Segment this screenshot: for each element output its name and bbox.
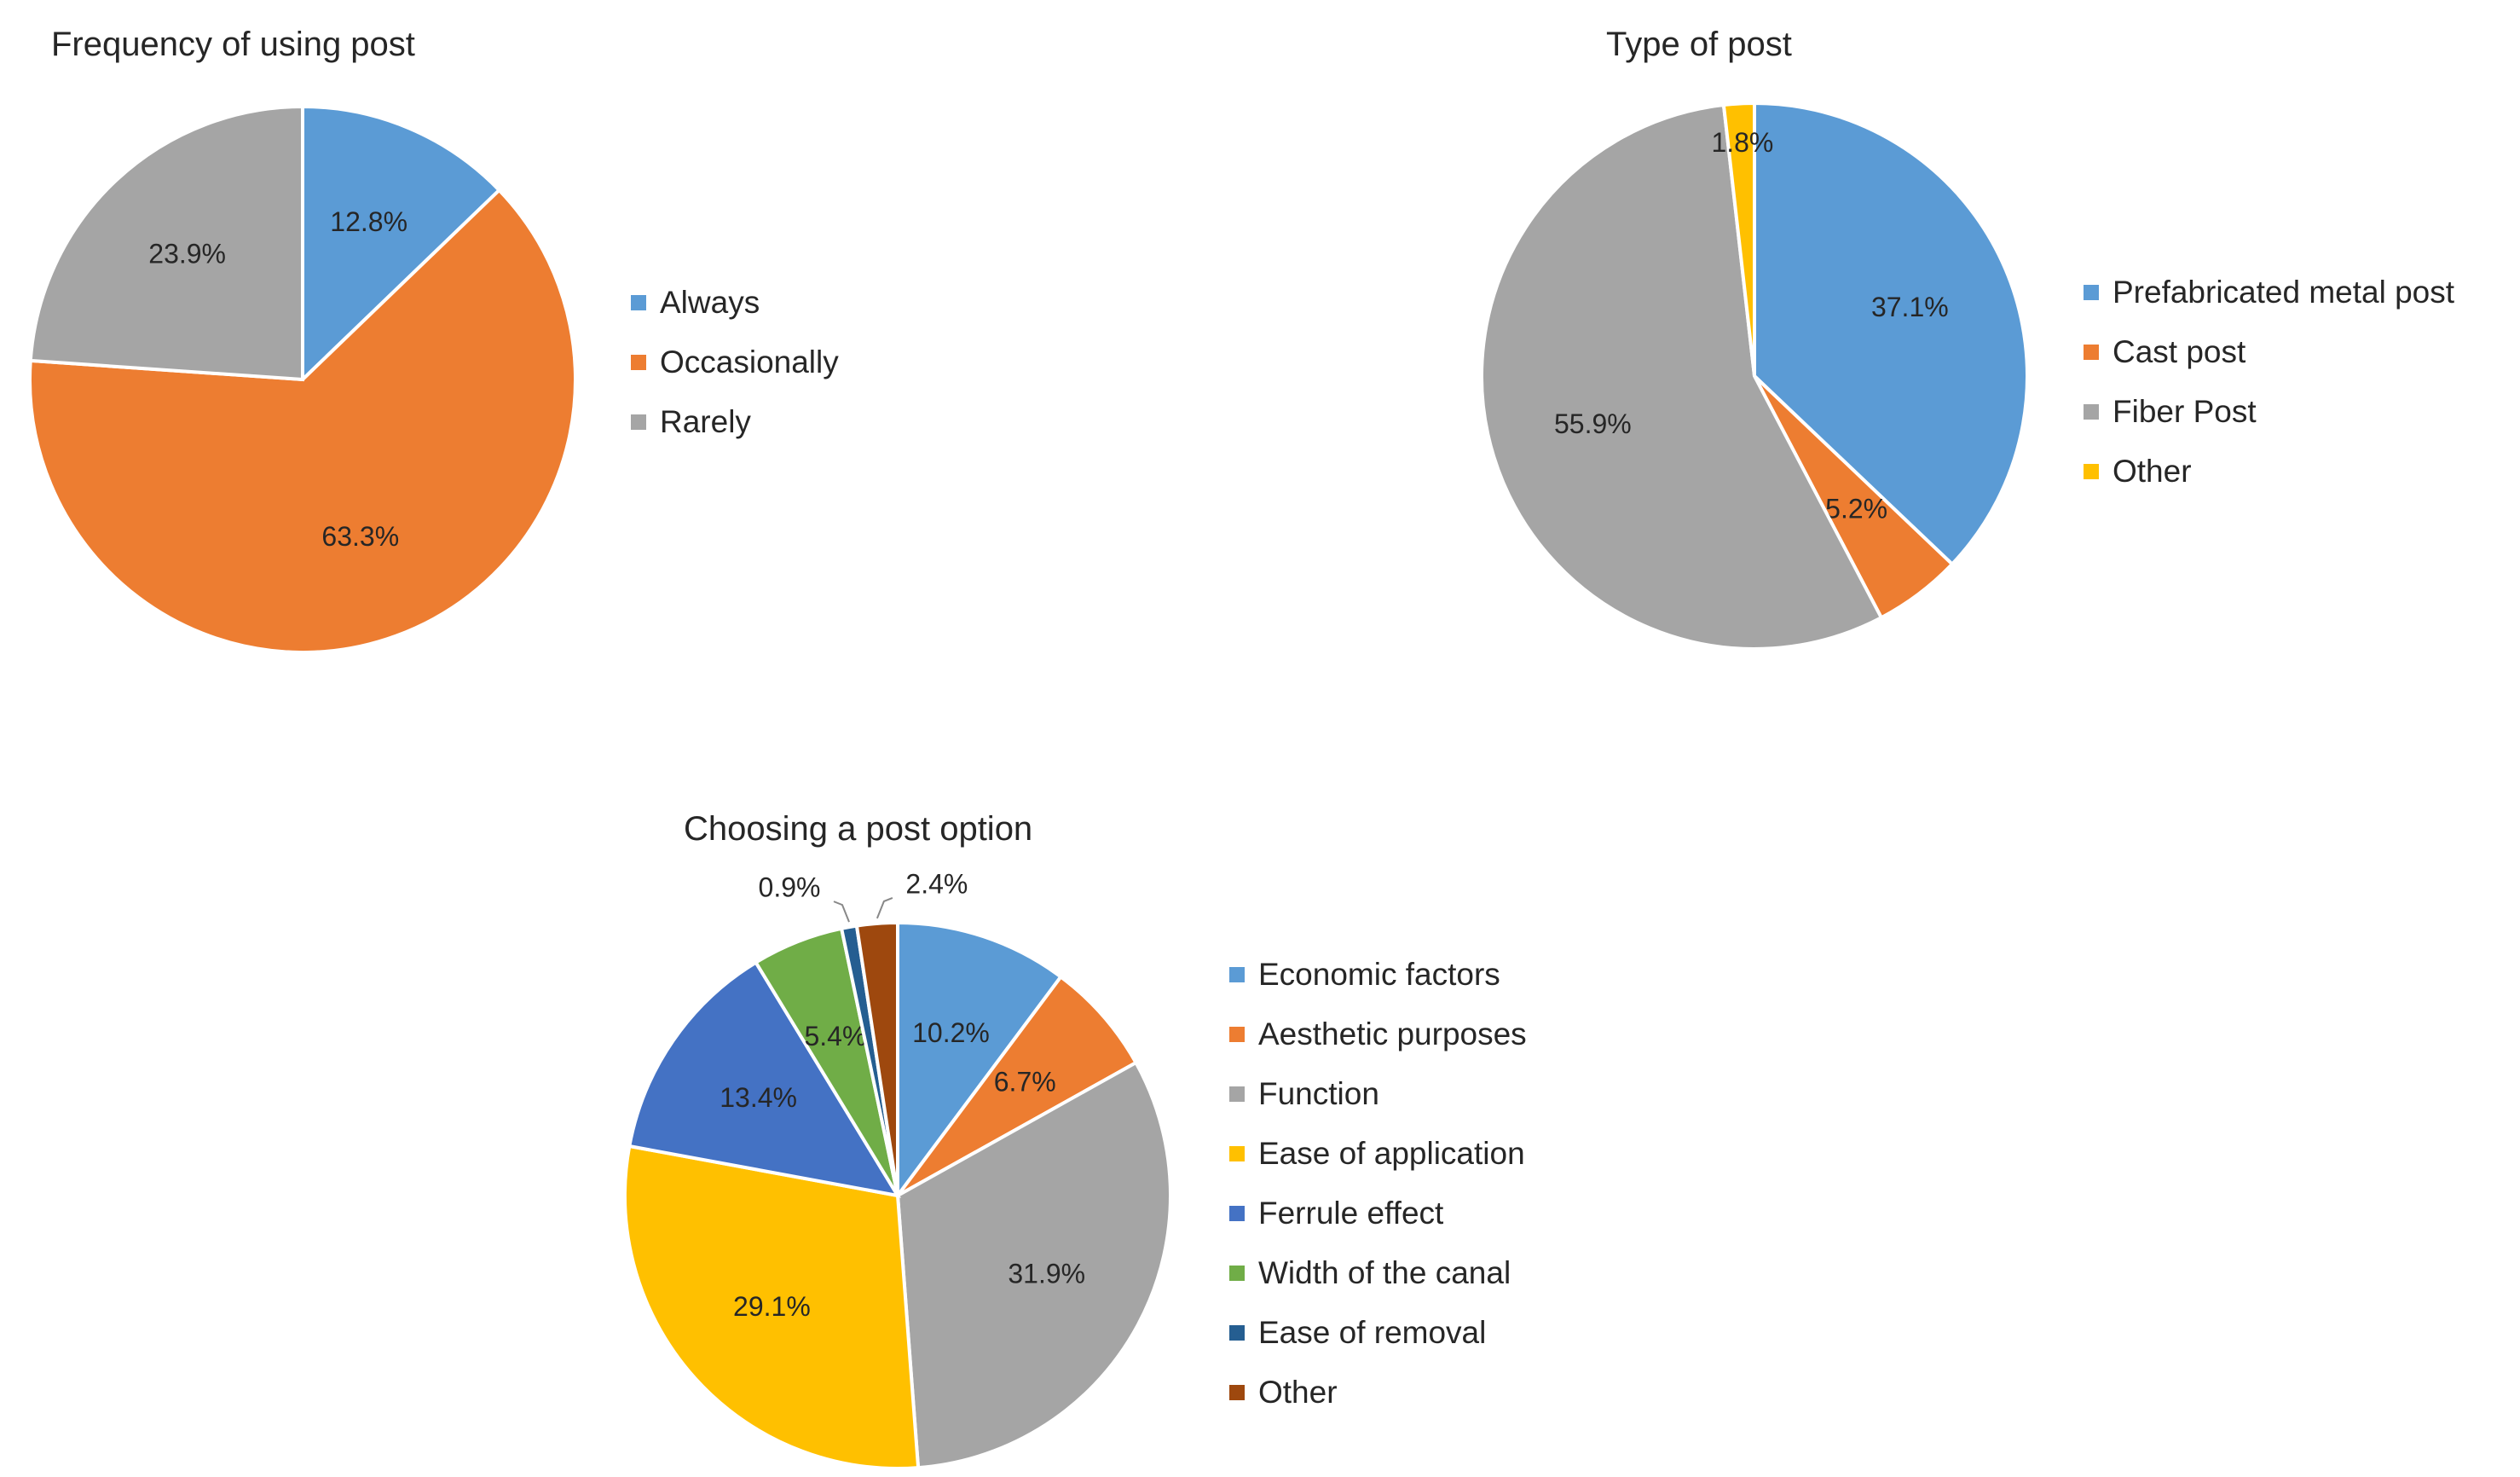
legend-swatch [2084, 464, 2099, 479]
legend-label: Other [1258, 1375, 1338, 1410]
pie-slice-other [854, 920, 899, 1196]
pie-slice-ease-of-application [623, 1144, 921, 1470]
legend-label: Aesthetic purposes [1258, 1017, 1527, 1051]
legend-swatch [1229, 1206, 1245, 1221]
pie-slice-function [895, 1060, 1172, 1470]
legend-item: Aesthetic purposes [1229, 1005, 1527, 1064]
pie-type: 37.1% 5.2% 55.9% 1.8% [1480, 101, 2029, 651]
legend-swatch [1229, 1325, 1245, 1341]
legend-swatch [2084, 345, 2099, 360]
legend-item: Prefabricated metal post [2084, 263, 2454, 322]
legend-label: Cast post [2113, 334, 2246, 369]
legend-swatch [1229, 1266, 1245, 1281]
legend-item: Other [2084, 442, 2454, 501]
legend: Prefabricated metal post Cast post Fiber P… [2084, 263, 2454, 501]
legend-swatch [2084, 285, 2099, 300]
data-label: 55.9% [1554, 408, 1632, 439]
chart-choosing: Choosing a post option 10.2% 6.7% 31.9% 29.… [512, 767, 1705, 1477]
pie-slice-occasionally [28, 188, 577, 654]
data-label: 1.8% [1711, 127, 1773, 158]
data-label: 23.9% [148, 238, 226, 269]
pie-slice-aesthetic-purposes [896, 974, 1139, 1197]
legend-swatch [1229, 967, 1245, 982]
chart-title: Frequency of using post [51, 26, 415, 63]
pie-slice-prefabricated-metal-post [1753, 101, 2029, 567]
legend-item: Occasionally [631, 333, 839, 392]
legend-item: Ease of removal [1229, 1303, 1527, 1363]
legend-item: Rarely [631, 392, 839, 452]
legend: Always Occasionally Rarely [631, 273, 839, 452]
legend-item: Ferrule effect [1229, 1184, 1527, 1243]
legend-item: Function [1229, 1064, 1527, 1124]
pie-slice-always [301, 104, 502, 384]
legend-item: Economic factors [1229, 945, 1527, 1005]
legend-label: Ease of removal [1258, 1315, 1487, 1350]
legend-item: Cast post [2084, 322, 2454, 382]
leader-line [876, 896, 893, 919]
data-label: 10.2% [912, 1017, 990, 1048]
legend-swatch [1229, 1086, 1245, 1102]
leader-line [833, 901, 850, 923]
data-label: 2.4% [905, 868, 968, 899]
legend-item: Ease of application [1229, 1124, 1527, 1184]
legend-label: Always [660, 285, 760, 320]
legend-label: Fiber Post [2113, 394, 2257, 429]
data-label: 13.4% [720, 1082, 797, 1113]
data-label: 31.9% [1008, 1258, 1085, 1289]
legend-item: Other [1229, 1363, 1527, 1422]
legend-item: Fiber Post [2084, 382, 2454, 442]
legend-swatch [631, 414, 646, 430]
chart-type: Type of post 37.1% 5.2% 55.9% 1.8% Prefabri… [1364, 0, 2520, 682]
legend-item: Always [631, 273, 839, 333]
data-label: 6.7% [994, 1067, 1056, 1098]
chart-frequency: Frequency of using post 12.8% 63.3% 23.9% … [0, 0, 1023, 682]
legend-label: Width of the canal [1258, 1255, 1511, 1290]
legend-label: Economic factors [1258, 957, 1500, 992]
pie-choosing: 10.2%6.7% 31.9% 29.1% 13.4% 5.4% 0.9% 2.4% [623, 868, 1172, 1470]
pie-slice-fiber-post [1480, 102, 1884, 651]
legend-swatch [631, 355, 646, 370]
pie-frequency: 12.8% 63.3% 23.9% [28, 104, 577, 654]
legend-label: Ferrule effect [1258, 1196, 1444, 1231]
legend-label: Occasionally [660, 345, 839, 379]
legend-item: Width of the canal [1229, 1243, 1527, 1303]
data-label: 37.1% [1871, 292, 1949, 322]
data-label: 29.1% [733, 1291, 811, 1322]
legend-swatch [1229, 1385, 1245, 1400]
legend: Economic factors Aesthetic purposes Functi… [1229, 945, 1527, 1422]
chart-title: Choosing a post option [684, 810, 1033, 848]
legend-swatch [2084, 404, 2099, 420]
legend-label: Function [1258, 1076, 1379, 1111]
legend-label: Prefabricated metal post [2113, 275, 2455, 310]
pie-slice-rarely [28, 104, 304, 382]
legend-swatch [1229, 1027, 1245, 1042]
data-label: 12.8% [330, 206, 407, 237]
data-label: 63.3% [321, 521, 399, 552]
data-label: 5.2% [1825, 494, 1887, 524]
data-label: 0.9% [759, 872, 821, 903]
legend-label: Other [2113, 454, 2192, 489]
legend-label: Rarely [660, 404, 751, 439]
data-label: 5.4% [804, 1021, 866, 1051]
legend-label: Ease of application [1258, 1136, 1525, 1171]
chart-title: Type of post [1606, 26, 1792, 63]
pie-slice-economic-factors [896, 920, 1064, 1202]
pie-slice-other [1721, 101, 1756, 377]
legend-swatch [1229, 1146, 1245, 1161]
pie-slice-ferrule-effect [627, 959, 902, 1198]
legend-swatch [631, 295, 646, 310]
